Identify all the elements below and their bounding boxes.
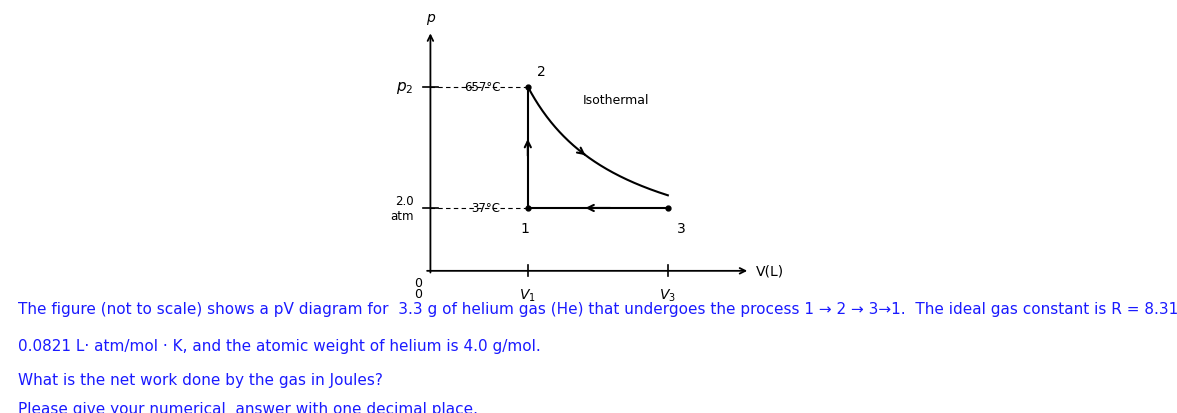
Text: 2: 2 — [537, 64, 546, 78]
Text: 37°C: 37°C — [472, 202, 500, 215]
Text: Please give your numerical  answer with one decimal place.: Please give your numerical answer with o… — [18, 401, 478, 413]
Text: The figure (not to scale) shows a pV diagram for  3.3 g of helium gas (He) that : The figure (not to scale) shows a pV dia… — [18, 301, 1177, 316]
Text: $V_1$: $V_1$ — [519, 287, 537, 303]
Text: 0: 0 — [414, 287, 423, 300]
Text: 3: 3 — [677, 222, 686, 236]
Text: What is the net work done by the gas in Joules?: What is the net work done by the gas in … — [18, 372, 383, 387]
Text: Isothermal: Isothermal — [583, 94, 649, 107]
Text: $p_2$: $p_2$ — [397, 80, 413, 95]
Text: V(L): V(L) — [756, 264, 784, 278]
Text: 2.0
atm: 2.0 atm — [390, 195, 413, 223]
Text: 0: 0 — [414, 276, 423, 289]
Text: 0.0821 L· atm/mol · K, and the atomic weight of helium is 4.0 g/mol.: 0.0821 L· atm/mol · K, and the atomic we… — [18, 339, 540, 354]
Text: $V_3$: $V_3$ — [659, 287, 677, 303]
Text: p: p — [426, 11, 434, 25]
Text: 1: 1 — [520, 222, 530, 236]
Text: 657°C: 657°C — [464, 81, 500, 94]
